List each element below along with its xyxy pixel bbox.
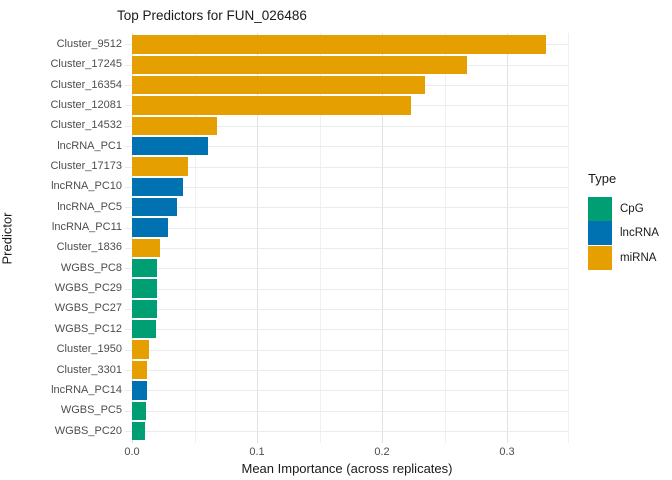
plot-panel bbox=[125, 33, 569, 443]
bar-WGBS_PC29 bbox=[132, 279, 157, 298]
legend: Type CpG lncRNA miRNA bbox=[588, 171, 659, 270]
gridline-minor bbox=[319, 33, 321, 443]
x-tick-label: 0.1 bbox=[249, 446, 265, 458]
bar-Cluster_14532 bbox=[132, 116, 217, 135]
y-tick-label: WGBS_PC8 bbox=[60, 261, 122, 274]
y-tick-label: lncRNA_PC10 bbox=[51, 180, 122, 193]
bar-Cluster_17173 bbox=[132, 157, 189, 176]
gridline-row bbox=[125, 125, 569, 127]
gridline-minor bbox=[568, 33, 569, 443]
gridline-row bbox=[125, 146, 569, 148]
gridline-row bbox=[125, 166, 569, 168]
y-tick-label: Cluster_16354 bbox=[50, 78, 122, 91]
bar-WGBS_PC20 bbox=[132, 421, 146, 441]
legend-label: CpG bbox=[620, 203, 644, 216]
legend-label: lncRNA bbox=[620, 227, 659, 240]
gridline-row bbox=[125, 308, 569, 310]
y-tick-label: Cluster_9512 bbox=[56, 37, 122, 50]
y-tick-label: WGBS_PC20 bbox=[54, 424, 122, 437]
y-tick-label: lncRNA_PC14 bbox=[51, 383, 122, 396]
gridline-row bbox=[125, 410, 569, 412]
y-axis-title: Predictor bbox=[0, 212, 15, 265]
bar-Cluster_9512 bbox=[132, 35, 546, 54]
y-tick-label: WGBS_PC12 bbox=[54, 322, 122, 335]
y-tick-label: Cluster_12081 bbox=[50, 98, 122, 111]
gridline-row bbox=[125, 390, 569, 392]
chart-title: Top Predictors for FUN_026486 bbox=[117, 8, 307, 23]
bar-lncRNA_PC14 bbox=[132, 381, 147, 400]
legend-item-miRNA: miRNA bbox=[588, 245, 656, 270]
bar-Cluster_1836 bbox=[132, 238, 160, 258]
bar-WGBS_PC5 bbox=[132, 401, 146, 420]
y-tick-label: Cluster_14532 bbox=[50, 119, 122, 132]
gridline-row bbox=[125, 329, 569, 331]
bar-Cluster_3301 bbox=[132, 360, 147, 380]
gridline-row bbox=[125, 207, 569, 209]
x-tick-label: 0.2 bbox=[374, 446, 390, 458]
y-tick-label: lncRNA_PC11 bbox=[51, 221, 122, 234]
x-tick-label: 0.0 bbox=[124, 446, 140, 458]
x-axis-title: Mean Importance (across replicates) bbox=[241, 461, 453, 476]
legend-item-lncRNA: lncRNA bbox=[588, 221, 659, 246]
bar-Cluster_1950 bbox=[132, 340, 150, 359]
y-tick-label: Cluster_1950 bbox=[56, 343, 122, 356]
gridline-major bbox=[132, 33, 133, 443]
legend-items: CpG lncRNA miRNA bbox=[588, 197, 659, 270]
bar-lncRNA_PC11 bbox=[132, 218, 169, 237]
bar-lncRNA_PC10 bbox=[132, 177, 184, 197]
gridline-major bbox=[257, 33, 258, 443]
y-tick-label: Cluster_17245 bbox=[50, 58, 122, 71]
gridline-row bbox=[125, 349, 569, 351]
legend-key-swatch bbox=[588, 197, 612, 221]
legend-label: miRNA bbox=[620, 251, 657, 264]
y-tick-label: Cluster_1836 bbox=[56, 241, 122, 254]
y-tick-label: Cluster_17173 bbox=[50, 160, 122, 172]
bar-WGBS_PC27 bbox=[132, 299, 157, 319]
gridline-row bbox=[125, 268, 569, 270]
gridline-major bbox=[382, 33, 383, 443]
legend-key-swatch bbox=[588, 221, 612, 246]
bar-Cluster_17245 bbox=[132, 55, 467, 74]
x-tick-label: 0.3 bbox=[499, 446, 515, 458]
gridline-minor bbox=[444, 33, 446, 443]
gridline-row bbox=[125, 227, 569, 229]
gridline-row bbox=[125, 431, 569, 433]
bar-Cluster_16354 bbox=[132, 75, 425, 95]
y-tick-label: lncRNA_PC1 bbox=[57, 139, 122, 152]
gridline-row bbox=[125, 186, 569, 188]
gridline-row bbox=[125, 247, 569, 249]
legend-item-CpG: CpG bbox=[588, 197, 644, 221]
bar-Cluster_12081 bbox=[132, 96, 411, 115]
bar-WGBS_PC12 bbox=[132, 320, 157, 339]
bar-WGBS_PC8 bbox=[132, 259, 158, 278]
legend-key-swatch bbox=[588, 245, 612, 270]
y-tick-label: WGBS_PC29 bbox=[54, 282, 122, 295]
gridline-row bbox=[125, 288, 569, 290]
bar-lncRNA_PC1 bbox=[132, 136, 209, 156]
legend-title: Type bbox=[588, 171, 617, 186]
bar-lncRNA_PC5 bbox=[132, 198, 177, 217]
gridline-minor bbox=[194, 33, 196, 443]
y-tick-label: lncRNA_PC5 bbox=[57, 200, 122, 213]
y-tick-label: WGBS_PC27 bbox=[54, 302, 122, 315]
y-tick-label: WGBS_PC5 bbox=[60, 404, 122, 417]
y-tick-label: Cluster_3301 bbox=[56, 363, 122, 376]
gridline-major bbox=[507, 33, 508, 443]
gridline-row bbox=[125, 370, 569, 371]
